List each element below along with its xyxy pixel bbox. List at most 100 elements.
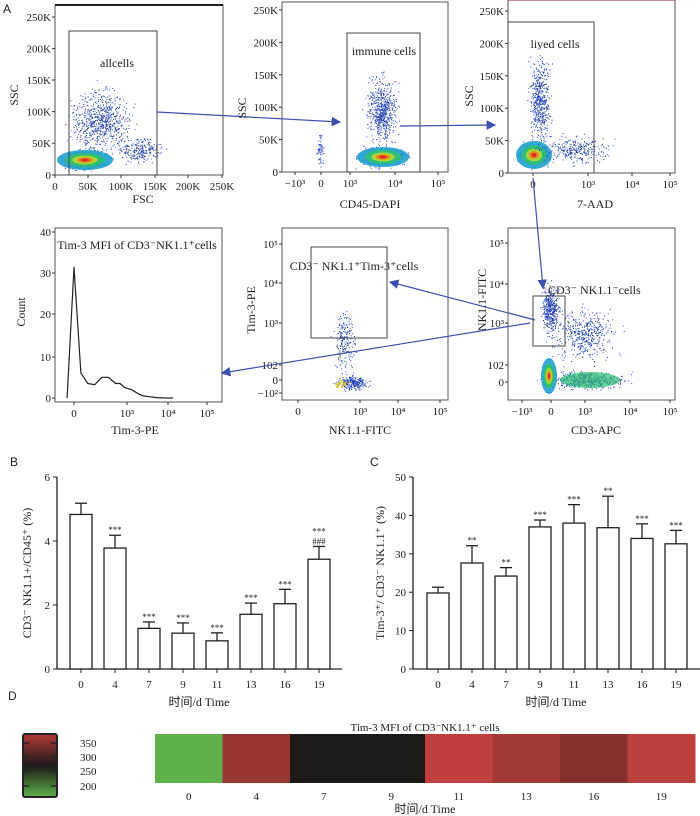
p1-event bbox=[104, 138, 106, 140]
p1-event bbox=[148, 143, 149, 144]
p3-event bbox=[539, 78, 541, 80]
p3-event bbox=[536, 106, 538, 108]
p1-event bbox=[141, 151, 143, 153]
p2-event bbox=[386, 84, 388, 86]
p1-event bbox=[97, 150, 99, 152]
p3-event bbox=[564, 153, 566, 155]
p5-event bbox=[343, 360, 345, 362]
p1-event bbox=[119, 145, 121, 147]
p6-event bbox=[550, 317, 552, 319]
p2-event bbox=[379, 85, 381, 87]
p3-event bbox=[538, 70, 540, 72]
p1-event bbox=[120, 150, 122, 152]
p3-event bbox=[536, 68, 538, 70]
p3-event bbox=[542, 108, 544, 110]
p6-event bbox=[553, 329, 555, 331]
p6-event bbox=[550, 307, 552, 309]
p5-event bbox=[354, 336, 355, 337]
p2-event bbox=[390, 112, 392, 114]
p3-event bbox=[588, 151, 590, 153]
p3-event bbox=[536, 88, 538, 89]
p2-event bbox=[384, 131, 386, 133]
p3-event bbox=[561, 135, 563, 137]
p3-event bbox=[540, 116, 542, 118]
p3-event bbox=[538, 91, 540, 93]
p1-event bbox=[136, 150, 137, 152]
p1-event bbox=[142, 154, 144, 156]
p3-event bbox=[541, 113, 543, 115]
p1-event bbox=[100, 134, 102, 136]
p1-event bbox=[77, 106, 79, 108]
p1-event bbox=[108, 98, 110, 100]
p1-event bbox=[128, 118, 130, 120]
p5-event bbox=[347, 384, 349, 386]
p3-event bbox=[538, 98, 540, 100]
p1-event bbox=[151, 147, 153, 149]
p5-event bbox=[357, 387, 358, 389]
p6-event bbox=[549, 307, 551, 309]
p3-event bbox=[568, 154, 569, 156]
p3-event bbox=[582, 154, 584, 155]
p5-event-yellow bbox=[343, 382, 345, 384]
p2-event bbox=[371, 113, 373, 115]
p3-event bbox=[544, 79, 546, 81]
p1-event bbox=[81, 122, 83, 124]
p1-event bbox=[98, 122, 100, 124]
p2-event bbox=[381, 113, 383, 115]
p3-event bbox=[531, 169, 533, 171]
p1-event bbox=[130, 157, 132, 159]
p5-event bbox=[358, 383, 360, 385]
p3-event bbox=[552, 146, 553, 148]
p3-event bbox=[578, 146, 579, 148]
p3-event bbox=[574, 152, 576, 154]
p1-event bbox=[125, 151, 127, 153]
p5-event bbox=[356, 381, 358, 383]
p6-event bbox=[550, 300, 552, 302]
p2-event bbox=[390, 115, 392, 117]
p2-event bbox=[375, 115, 377, 117]
p2-event bbox=[380, 134, 382, 136]
p1-event bbox=[79, 131, 81, 133]
p3-event bbox=[538, 84, 540, 86]
p2-event bbox=[392, 126, 394, 128]
p1-event bbox=[76, 139, 78, 140]
panel-label-c: C bbox=[370, 455, 379, 469]
p6-event bbox=[551, 308, 553, 310]
p1-event bbox=[70, 100, 72, 102]
p1-event bbox=[143, 138, 145, 140]
p1-event bbox=[113, 123, 115, 125]
p6-event bbox=[551, 319, 553, 321]
p5-event-yellow bbox=[335, 383, 337, 385]
p2-event bbox=[384, 125, 386, 127]
p1-event bbox=[75, 115, 77, 116]
p1-event bbox=[91, 98, 93, 100]
p2-event bbox=[389, 100, 391, 102]
p3-event bbox=[534, 78, 536, 79]
p1-event bbox=[115, 107, 117, 109]
p1-event bbox=[99, 122, 101, 124]
p5-event bbox=[353, 384, 355, 386]
p5-event bbox=[349, 377, 351, 379]
p3-event bbox=[534, 97, 536, 98]
p2-event bbox=[323, 153, 325, 155]
p5-event bbox=[347, 344, 349, 346]
p2-event bbox=[383, 84, 385, 86]
p1-ytick-label: 150K bbox=[27, 75, 52, 87]
p6-event bbox=[545, 291, 546, 293]
p6-event bbox=[546, 319, 548, 321]
p3-event bbox=[534, 75, 536, 77]
p1-event bbox=[93, 147, 95, 148]
p1-event bbox=[93, 123, 95, 125]
p1-event bbox=[99, 114, 101, 116]
p2-event bbox=[398, 133, 400, 135]
p5-event bbox=[350, 341, 351, 343]
p3-event bbox=[544, 127, 546, 129]
p2-event bbox=[316, 153, 318, 155]
p5-event bbox=[356, 384, 358, 386]
p3-event bbox=[602, 155, 604, 157]
p2-event bbox=[367, 103, 369, 105]
p1-event bbox=[121, 151, 123, 153]
p1-event bbox=[103, 126, 105, 128]
p3-event bbox=[608, 149, 610, 151]
p1-event bbox=[99, 130, 101, 132]
